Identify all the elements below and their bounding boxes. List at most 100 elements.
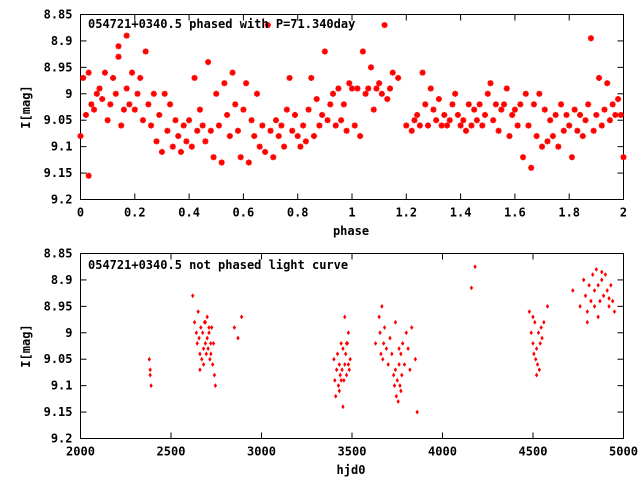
- data-point: [430, 106, 437, 113]
- data-point: [435, 96, 442, 103]
- x-tick-label: 0.8: [287, 206, 309, 220]
- data-point: [590, 127, 597, 134]
- data-point: [539, 325, 543, 330]
- data-point: [134, 90, 141, 97]
- data-point: [620, 154, 627, 161]
- x-tick-label: 5000: [609, 445, 638, 459]
- data-point: [583, 293, 588, 299]
- data-point: [201, 346, 206, 352]
- data-point: [540, 335, 544, 341]
- data-point: [264, 22, 271, 29]
- data-point: [527, 309, 532, 315]
- data-point: [158, 148, 165, 155]
- data-point: [593, 111, 600, 118]
- data-point: [391, 372, 396, 378]
- data-point: [396, 399, 400, 404]
- data-point: [180, 122, 187, 129]
- data-point: [542, 319, 546, 325]
- data-point: [525, 122, 532, 129]
- data-point: [310, 133, 317, 140]
- data-point: [362, 90, 369, 97]
- data-point: [446, 117, 453, 124]
- data-point: [603, 272, 608, 278]
- data-point: [399, 388, 403, 394]
- data-point: [469, 285, 474, 291]
- data-point: [382, 325, 387, 330]
- data-point: [582, 277, 586, 283]
- data-point: [203, 319, 208, 325]
- data-point: [175, 133, 182, 140]
- data-point: [596, 74, 603, 81]
- data-point: [145, 101, 152, 108]
- y-tick-label: 8.95: [44, 299, 73, 313]
- data-point: [91, 106, 98, 113]
- data-point: [327, 101, 334, 108]
- data-point: [460, 117, 467, 124]
- data-point: [615, 96, 622, 103]
- data-point: [82, 111, 89, 118]
- data-point: [195, 340, 199, 346]
- data-point: [528, 164, 535, 171]
- data-point: [204, 351, 208, 357]
- y-tick-label: 8.85: [44, 8, 73, 22]
- data-point: [538, 340, 542, 346]
- data-point: [234, 127, 241, 134]
- data-point: [422, 101, 429, 108]
- data-point: [346, 80, 353, 87]
- data-point: [129, 69, 136, 76]
- data-point: [213, 90, 220, 97]
- data-point: [395, 74, 402, 81]
- data-point: [302, 138, 309, 145]
- x-axis-label: phase: [333, 224, 369, 238]
- data-point: [413, 356, 418, 362]
- data-point: [534, 372, 539, 378]
- data-point: [441, 111, 448, 118]
- data-point: [457, 122, 464, 129]
- data-point: [213, 383, 218, 389]
- data-point: [535, 362, 540, 367]
- data-point: [534, 356, 538, 362]
- data-point: [541, 106, 548, 113]
- data-point: [148, 367, 152, 373]
- data-point: [520, 154, 527, 161]
- data-point: [203, 340, 208, 346]
- data-point: [601, 293, 606, 299]
- data-point: [558, 101, 565, 108]
- y-tick-label: 9.2: [51, 193, 73, 207]
- data-point: [289, 127, 296, 134]
- data-point: [338, 372, 342, 378]
- data-point: [399, 351, 403, 357]
- data-point: [592, 288, 597, 293]
- data-point: [388, 335, 392, 341]
- data-point: [606, 117, 613, 124]
- data-point: [270, 154, 277, 161]
- data-point: [563, 111, 570, 118]
- data-point: [605, 288, 609, 293]
- data-point: [316, 122, 323, 129]
- data-point: [120, 106, 127, 113]
- data-point: [589, 298, 593, 304]
- data-point: [197, 335, 201, 341]
- data-point: [275, 133, 282, 140]
- data-point: [200, 330, 205, 336]
- data-point: [212, 372, 217, 378]
- data-point: [359, 48, 366, 55]
- data-point: [398, 383, 402, 389]
- data-point: [387, 85, 394, 92]
- data-point: [402, 362, 407, 367]
- data-point: [199, 122, 206, 129]
- data-point: [115, 53, 122, 60]
- x-tick-label: 1.4: [450, 206, 472, 220]
- data-point: [411, 117, 418, 124]
- data-point: [149, 383, 153, 389]
- data-point: [164, 127, 171, 134]
- data-point: [384, 96, 391, 103]
- data-point: [267, 127, 274, 134]
- data-point: [329, 90, 336, 97]
- data-point: [612, 309, 617, 315]
- data-point: [506, 133, 513, 140]
- data-point: [188, 143, 195, 150]
- data-point: [196, 309, 200, 315]
- x-tick-label: 4500: [519, 445, 548, 459]
- data-point: [332, 356, 336, 362]
